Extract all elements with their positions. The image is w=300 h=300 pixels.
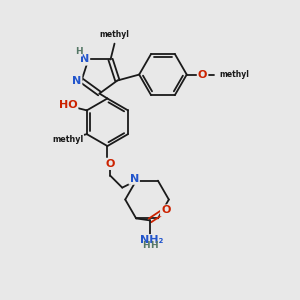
Text: HO: HO bbox=[59, 100, 77, 110]
Text: O: O bbox=[161, 206, 170, 215]
Text: N: N bbox=[130, 174, 139, 184]
Text: N: N bbox=[80, 55, 89, 64]
Text: H: H bbox=[142, 241, 150, 250]
Text: O: O bbox=[106, 159, 115, 169]
Text: methyl: methyl bbox=[53, 135, 83, 144]
Text: methyl: methyl bbox=[52, 135, 84, 144]
Text: methyl: methyl bbox=[100, 30, 129, 39]
Text: O: O bbox=[198, 70, 207, 80]
Text: N: N bbox=[72, 76, 81, 85]
Text: H: H bbox=[75, 47, 82, 56]
Text: NH₂: NH₂ bbox=[140, 235, 164, 245]
Text: H: H bbox=[150, 241, 158, 250]
Text: methyl: methyl bbox=[219, 70, 249, 79]
